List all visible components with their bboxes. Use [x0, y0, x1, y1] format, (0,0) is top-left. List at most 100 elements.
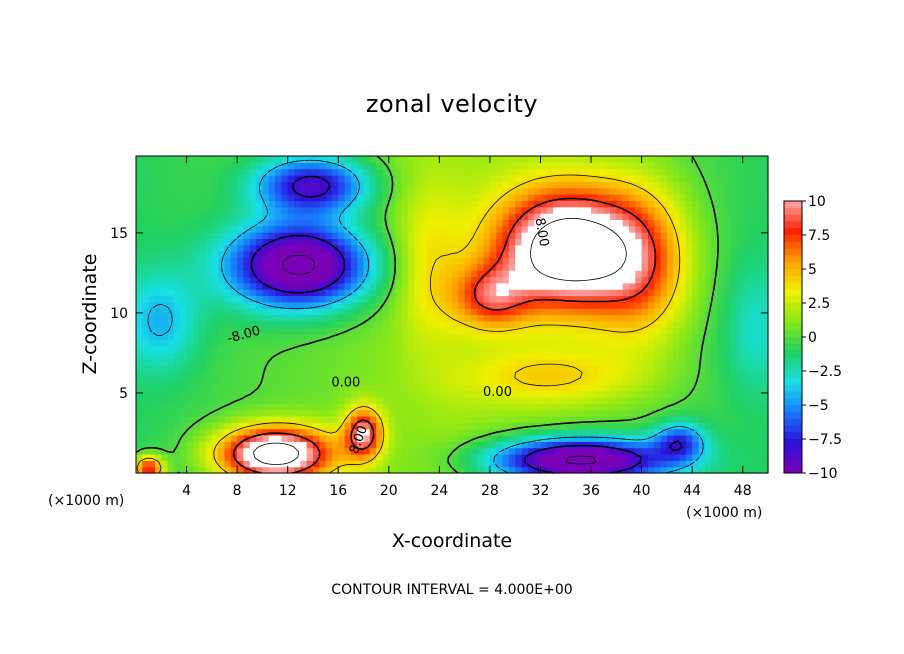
heatmap-cell [230, 251, 238, 259]
heatmap-cell [426, 168, 434, 176]
heatmap-cell [173, 162, 181, 170]
heatmap-cell [262, 295, 270, 303]
heatmap-cell [641, 447, 649, 455]
heatmap-cell [698, 213, 706, 220]
heatmap-cell [610, 346, 617, 354]
heatmap-cell [704, 358, 712, 366]
heatmap-cell [470, 428, 478, 436]
heatmap-cell [458, 422, 466, 430]
heatmap-cell [717, 181, 725, 189]
heatmap-cell [470, 213, 478, 220]
heatmap-cell [344, 270, 352, 278]
heatmap-cell [230, 168, 238, 176]
heatmap-cell [319, 238, 327, 246]
heatmap-cell [755, 263, 763, 271]
heatmap-cell [679, 466, 687, 474]
heatmap-cell [395, 415, 403, 423]
heatmap-cell [376, 282, 384, 290]
heatmap-cell [363, 352, 371, 360]
heatmap-cell [142, 206, 150, 214]
heatmap-cell [483, 295, 491, 303]
heatmap-cell [420, 200, 428, 208]
heatmap-cell [761, 270, 769, 278]
heatmap-cell [237, 434, 245, 442]
heatmap-cell [546, 314, 554, 322]
heatmap-cell [294, 466, 301, 474]
heatmap-cell [458, 434, 466, 442]
heatmap-cell [407, 403, 415, 411]
heatmap-cell [275, 289, 282, 297]
heatmap-cell [338, 333, 346, 341]
heatmap-cell [249, 365, 257, 373]
heatmap-cell [230, 415, 238, 423]
heatmap-cell [761, 276, 769, 284]
heatmap-cell [268, 168, 276, 176]
heatmap-cell [401, 175, 409, 182]
heatmap-cell [660, 428, 668, 436]
heatmap-cell [603, 308, 611, 316]
heatmap-cell [515, 187, 523, 195]
heatmap-cell [331, 200, 339, 208]
heatmap-cell [205, 257, 213, 265]
heatmap-cell [527, 428, 535, 436]
heatmap-cell [136, 181, 143, 189]
heatmap-cell [647, 187, 655, 195]
heatmap-cell [464, 434, 472, 442]
heatmap-cell [161, 409, 169, 417]
heatmap-cell [344, 422, 352, 430]
heatmap-cell [622, 346, 630, 354]
heatmap-cell [186, 447, 194, 455]
heatmap-cell [148, 352, 156, 360]
heatmap-cell [654, 371, 662, 379]
heatmap-cell [553, 187, 561, 195]
heatmap-cell [654, 295, 662, 303]
heatmap-cell [458, 447, 466, 455]
heatmap-cell [414, 238, 421, 246]
heatmap-cell [369, 422, 377, 430]
heatmap-cell [426, 314, 434, 322]
heatmap-cell [572, 377, 579, 385]
heatmap-cell [610, 289, 617, 297]
heatmap-cell [502, 282, 510, 290]
heatmap-cell [489, 257, 497, 265]
heatmap-cell [508, 390, 516, 398]
heatmap-cell [666, 415, 674, 423]
heatmap-cell [698, 453, 706, 461]
heatmap-cell [616, 289, 624, 297]
heatmap-cell [433, 263, 440, 271]
heatmap-cell [281, 384, 289, 392]
heatmap-cell [515, 441, 523, 449]
heatmap-cell [489, 156, 497, 163]
heatmap-cell [641, 333, 649, 341]
heatmap-cell [199, 428, 207, 436]
heatmap-cell [584, 327, 592, 335]
heatmap-cell [654, 453, 662, 461]
heatmap-cell [521, 162, 529, 170]
heatmap-cell [154, 156, 162, 163]
heatmap-cell [591, 384, 598, 392]
heatmap-cell [161, 251, 169, 259]
heatmap-cell [136, 333, 143, 341]
heatmap-cell [521, 358, 529, 366]
heatmap-cell [211, 289, 219, 297]
heatmap-cell [521, 270, 529, 278]
heatmap-cell [433, 333, 440, 341]
heatmap-cell [591, 390, 598, 398]
heatmap-cell [591, 396, 598, 404]
heatmap-cell [546, 339, 554, 347]
heatmap-cell [407, 339, 415, 347]
heatmap-cell [331, 301, 339, 309]
heatmap-cell [673, 403, 681, 411]
heatmap-cell [711, 327, 719, 335]
heatmap-cell [483, 453, 491, 461]
heatmap-cell [553, 396, 561, 404]
heatmap-cell [452, 225, 459, 233]
heatmap-cell [445, 194, 453, 201]
heatmap-cell [205, 327, 213, 335]
heatmap-cell [287, 327, 295, 335]
heatmap-cell [382, 403, 390, 411]
heatmap-cell [749, 466, 756, 474]
heatmap-cell [325, 314, 333, 322]
heatmap-cell [363, 282, 371, 290]
heatmap-cell [319, 371, 327, 379]
